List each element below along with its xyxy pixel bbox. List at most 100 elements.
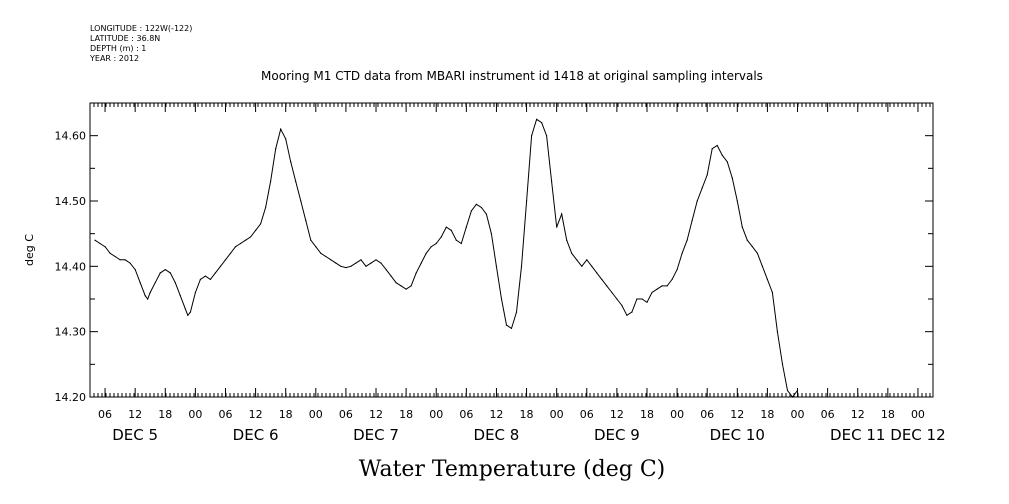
x-hour-label: 06 [580,408,594,421]
temperature-data-point [187,314,189,316]
temperature-data-point [149,291,151,294]
temperature-data-point [340,265,342,267]
temperature-data-point [380,262,382,264]
temperature-data-point [345,267,347,269]
temperature-data-point [310,239,312,241]
temperature-data-point [114,255,116,258]
temperature-data-point [460,242,462,245]
temperature-data-point [510,327,513,329]
temperature-data-point [691,220,693,222]
temperature-data-point [576,259,578,261]
temperature-data-point [646,301,648,303]
temperature-data-point [450,229,452,231]
temperature-data-point [179,295,181,297]
temperature-data-point [330,259,332,261]
x-hour-label: 18 [760,408,774,421]
temperature-data-point [571,252,573,254]
temperature-data-point [596,272,598,274]
temperature-data-point [551,180,553,182]
temperature-data-point [581,265,583,267]
temperature-data-point [465,226,467,228]
temperature-data-point [761,265,764,267]
temperature-data-point [410,285,412,287]
temperature-data-point [480,206,482,209]
temperature-data-point [671,278,673,280]
temperature-data-point [611,291,613,294]
chart-title: Mooring M1 CTD data from MBARI instrumen… [261,69,763,83]
temperature-data-point [260,223,262,225]
temperature-data-point [445,226,447,228]
temperature-data-point [746,239,748,241]
temperature-data-point [119,259,121,261]
temperature-data-point [531,135,533,137]
temperature-data-point [696,200,698,202]
temperature-data-point [520,265,523,267]
temperature-data-point [405,288,407,290]
temperature-data-point [194,291,196,294]
temperature-data-point [420,262,422,264]
temperature-data-point [741,226,743,228]
x-hour-label: 00 [670,408,684,421]
temperature-data-point [621,304,623,307]
temperature-data-point [229,252,232,254]
x-day-label: DEC 9 [594,426,640,444]
temperature-data-point [395,282,397,284]
temperature-data-point [766,278,769,280]
temperature-data-point [601,278,603,280]
temperature-data-point [726,161,728,163]
temperature-data-point [541,122,543,124]
temperature-data-point [475,203,477,205]
temperature-data-point [320,252,322,254]
x-day-label: DEC 10 [710,426,765,444]
x-hour-label: 06 [700,408,714,421]
temperature-series-line [94,118,798,398]
temperature-data-point [99,242,101,245]
x-hour-label: 00 [550,408,564,421]
temperature-data-point [375,259,377,261]
x-hour-label: 12 [249,408,263,421]
temperature-data-point [435,242,437,245]
temperature-data-point [751,246,754,248]
x-hour-label: 00 [309,408,323,421]
temperature-data-point [500,298,503,300]
temperature-data-point [214,272,216,274]
depth-label: DEPTH (m) : 1 [90,44,146,53]
temperature-data-point [365,265,367,267]
x-hour-label: 18 [279,408,293,421]
temperature-data-point [556,226,558,228]
x-hour-label: 06 [459,408,473,421]
temperature-data-point [169,272,171,274]
temperature-data-point [104,246,106,248]
temperature-data-point [109,252,111,254]
temperature-data-point [305,220,307,222]
x-hour-label: 00 [911,408,925,421]
temperature-data-point [425,252,427,254]
temperature-data-point [325,255,327,258]
temperature-data-point [771,291,774,294]
temperature-data-point [199,278,201,280]
y-axis: 14.20 14.30 14.40 14.50 14.60 [55,130,933,404]
temperature-data-point [134,269,136,271]
temperature-data-point [390,275,392,277]
x-day-label: DEC 11 [830,426,885,444]
temperature-data-point [400,285,402,287]
temperature-data-point [786,389,789,392]
temperature-data-point [676,269,678,271]
temperature-data-point [681,252,683,254]
temperature-data-point [515,311,518,313]
temperature-data-point [245,239,247,241]
temperature-data-point [586,259,588,261]
y-tick-label: 14.40 [55,260,87,273]
temperature-data-point [701,187,703,189]
temperature-data-point [796,389,799,392]
temperature-data-point [721,154,723,156]
x-hour-label: 06 [339,408,353,421]
temperature-data-point [716,144,718,147]
temperature-data-point [415,272,417,274]
x-hour-label: 00 [188,408,202,421]
temperature-data-point [561,213,563,215]
temperature-data-point [485,213,487,215]
temperature-data-point [651,291,653,294]
temperature-data-point [315,246,317,248]
temperature-data-point [641,298,643,300]
